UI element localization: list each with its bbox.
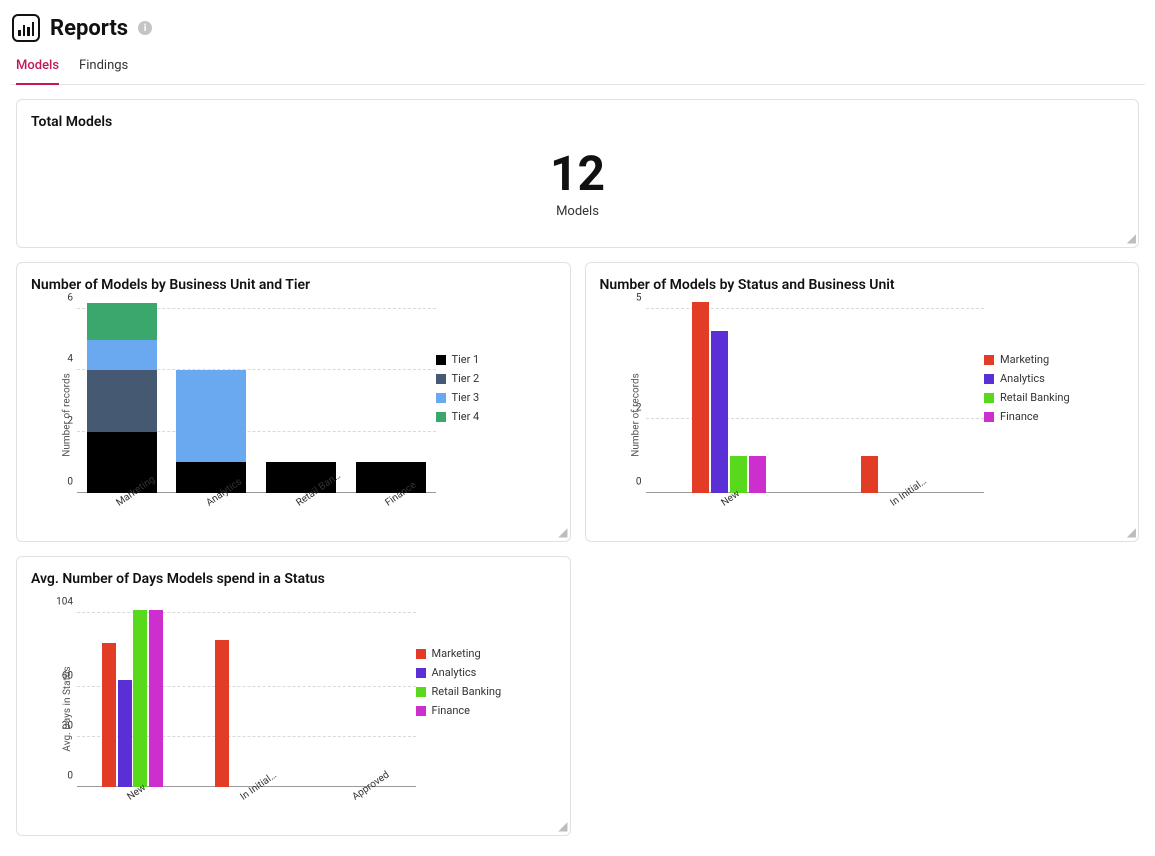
chart-bar[interactable]: [133, 610, 147, 787]
chart-card-status-bu: Number of Models by Status and Business …: [585, 262, 1140, 542]
y-tick: 104: [51, 597, 73, 608]
total-models-title: Total Models: [17, 100, 1138, 130]
y-tick: 4: [51, 354, 73, 365]
legend-item[interactable]: Finance: [984, 410, 1124, 423]
chart3-legend: Marketing Analytics Retail Banking Finance: [416, 597, 556, 821]
legend-label: Finance: [432, 704, 470, 717]
tab-models[interactable]: Models: [16, 50, 59, 85]
y-axis-label: Number of records: [630, 373, 641, 457]
chart-bar[interactable]: [711, 331, 728, 493]
chart-bar[interactable]: [118, 680, 132, 787]
chart2-legend: Marketing Analytics Retail Banking Finance: [984, 303, 1124, 527]
chart-bar[interactable]: [356, 309, 426, 493]
legend-item[interactable]: Analytics: [984, 372, 1124, 385]
chart-bar[interactable]: [730, 456, 747, 493]
legend-item[interactable]: Retail Banking: [416, 685, 556, 698]
chart-card-avg-days: Avg. Number of Days Models spend in a St…: [16, 556, 571, 836]
y-tick: 0: [51, 477, 73, 488]
legend-label: Tier 1: [452, 353, 480, 366]
chart3-area: 03060104Avg. Days in StatusNewIn Initial…: [31, 597, 416, 821]
legend-item[interactable]: Finance: [416, 704, 556, 717]
legend-item[interactable]: Tier 4: [436, 410, 556, 423]
chart-bar[interactable]: [266, 309, 336, 493]
y-tick: 5: [620, 293, 642, 304]
chart-bar[interactable]: [215, 640, 229, 787]
chart1-title: Number of Models by Business Unit and Ti…: [17, 263, 570, 293]
y-tick: 0: [620, 477, 642, 488]
page-header: Reports i: [10, 10, 1145, 48]
chart-bar[interactable]: [692, 302, 709, 493]
legend-item[interactable]: Marketing: [984, 353, 1124, 366]
info-icon[interactable]: i: [138, 21, 152, 35]
legend-item[interactable]: Analytics: [416, 666, 556, 679]
legend-item[interactable]: Tier 1: [436, 353, 556, 366]
y-axis-label: Avg. Days in Status: [62, 666, 73, 751]
legend-label: Tier 4: [452, 410, 480, 423]
chart-card-bu-tier: Number of Models by Business Unit and Ti…: [16, 262, 571, 542]
chart-bar[interactable]: [176, 309, 246, 493]
legend-label: Tier 3: [452, 391, 480, 404]
chart-bar[interactable]: [861, 456, 878, 493]
total-models-unit: Models: [17, 204, 1138, 219]
total-models-card: Total Models 12 Models ◢: [16, 99, 1139, 248]
legend-label: Marketing: [432, 647, 481, 660]
chart-bar[interactable]: [102, 643, 116, 787]
legend-item[interactable]: Marketing: [416, 647, 556, 660]
y-axis-label: Number of records: [61, 373, 72, 457]
chart1-legend: Tier 1 Tier 2 Tier 3 Tier 4: [436, 303, 556, 527]
legend-label: Tier 2: [452, 372, 480, 385]
chart3-title: Avg. Number of Days Models spend in a St…: [17, 557, 570, 587]
legend-label: Analytics: [432, 666, 477, 679]
legend-item[interactable]: Tier 2: [436, 372, 556, 385]
chart2-title: Number of Models by Status and Business …: [586, 263, 1139, 293]
tabs: Models Findings: [10, 50, 1145, 85]
chart-bar[interactable]: [87, 309, 157, 493]
legend-label: Analytics: [1000, 372, 1045, 385]
legend-label: Finance: [1000, 410, 1038, 423]
chart1-area: 0246Number of recordsMarketingAnalyticsR…: [31, 303, 436, 527]
page-title: Reports: [50, 16, 128, 41]
reports-icon: [12, 14, 40, 42]
y-tick: 0: [51, 771, 73, 782]
chart-bar[interactable]: [749, 456, 766, 493]
tab-findings[interactable]: Findings: [79, 50, 128, 84]
legend-label: Retail Banking: [1000, 391, 1070, 404]
total-models-value: 12: [17, 150, 1138, 198]
chart-bar[interactable]: [149, 610, 163, 787]
y-tick: 6: [51, 293, 73, 304]
legend-item[interactable]: Tier 3: [436, 391, 556, 404]
chart2-area: 025Number of recordsNewIn Initial…: [600, 303, 985, 527]
legend-label: Retail Banking: [432, 685, 502, 698]
legend-item[interactable]: Retail Banking: [984, 391, 1124, 404]
legend-label: Marketing: [1000, 353, 1049, 366]
